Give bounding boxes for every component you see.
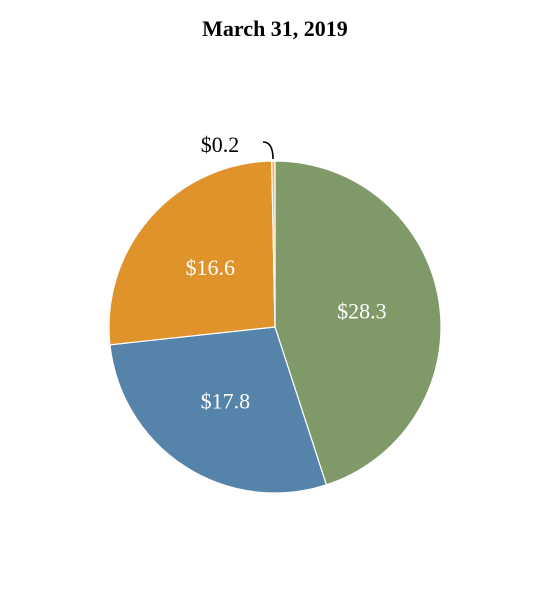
pie-labels: $28.3 $17.8 $16.6 $0.2 (185, 132, 386, 414)
pie-slice (274, 160, 442, 486)
pie-slice (109, 326, 328, 494)
pie-slice-label: $0.2 (201, 132, 240, 157)
pie-slice-label: $17.8 (201, 389, 251, 414)
pie-slice-label: $16.6 (185, 255, 235, 280)
pie-slice (108, 160, 276, 346)
chart-title: March 31, 2019 (202, 16, 348, 41)
pie-slice-label: $28.3 (337, 298, 387, 323)
pie-slices (108, 160, 442, 494)
small-slice-leader-line (262, 141, 274, 160)
pie-slice (271, 160, 276, 328)
